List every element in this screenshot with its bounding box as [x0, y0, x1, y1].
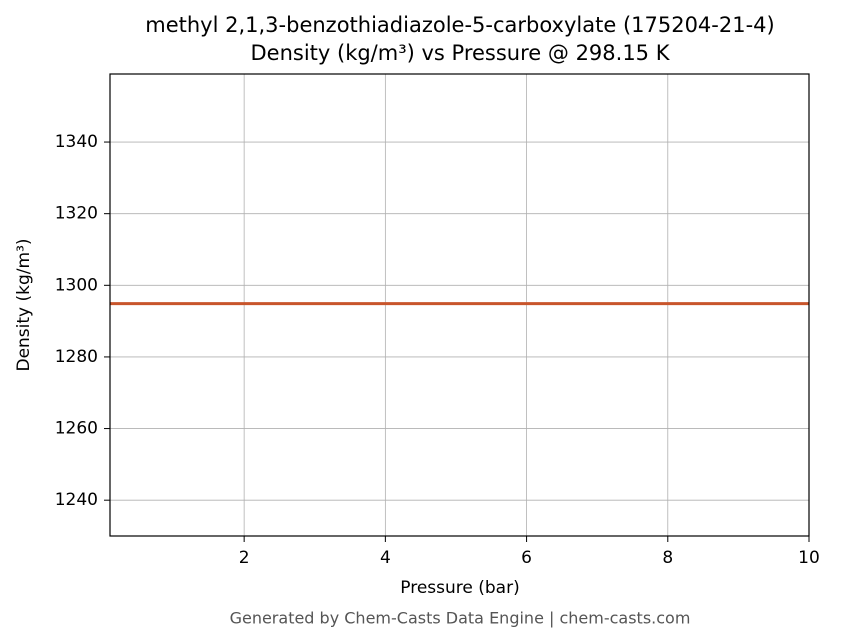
footer: Generated by Chem-Casts Data Engine | ch… — [230, 609, 691, 628]
x-tick-label: 10 — [798, 548, 820, 568]
y-tick-label: 1300 — [55, 275, 98, 295]
y-tick-label: 1280 — [55, 347, 98, 367]
y-axis-label: Density (kg/m³) — [14, 238, 34, 371]
x-tick-label: 2 — [239, 548, 250, 568]
y-tick-label: 1240 — [55, 490, 98, 510]
chart-subtitle: Density (kg/m³) vs Pressure @ 298.15 K — [250, 41, 670, 65]
x-tick-label: 4 — [380, 548, 391, 568]
x-tick-label: 6 — [521, 548, 532, 568]
chart-title: methyl 2,1,3-benzothiadiazole-5-carboxyl… — [145, 13, 774, 37]
x-axis-label: Pressure (bar) — [400, 578, 519, 598]
y-tick-label: 1260 — [55, 419, 98, 439]
y-tick-label: 1340 — [55, 132, 98, 152]
y-tick-label: 1320 — [55, 204, 98, 224]
x-tick-label: 8 — [662, 548, 673, 568]
plot-frame — [109, 73, 810, 537]
